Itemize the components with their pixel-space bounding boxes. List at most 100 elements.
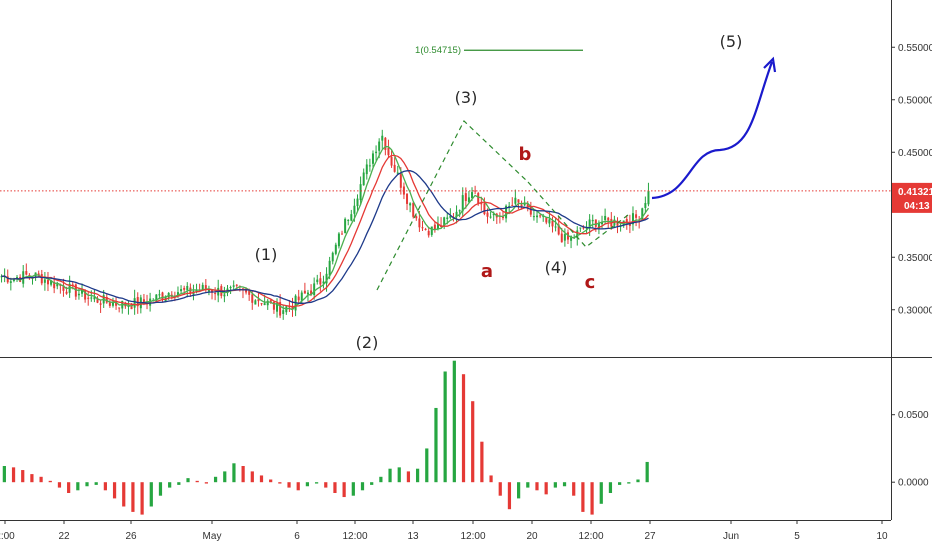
candle-body <box>365 164 368 175</box>
oscillator-bar <box>67 482 71 493</box>
oscillator-bar <box>213 476 218 483</box>
oscillator-bar <box>333 482 337 493</box>
candle-body <box>557 224 560 235</box>
candle-body <box>501 216 504 219</box>
oscillator-bar <box>259 475 264 483</box>
projection-arrow[interactable] <box>651 56 777 200</box>
candle-body <box>257 299 260 302</box>
candle-body <box>430 226 433 235</box>
candle-body <box>644 202 647 208</box>
oscillator-bar <box>489 475 493 483</box>
candle-body <box>359 184 362 201</box>
fib-target[interactable]: 1(0.54715) <box>415 45 583 56</box>
candle-body <box>313 283 316 296</box>
candle-body <box>412 202 415 217</box>
candle-body <box>99 303 102 305</box>
candle-body <box>56 284 59 287</box>
candle-body <box>523 202 526 206</box>
candle-body <box>158 294 161 296</box>
candle-body <box>641 208 644 221</box>
oscillator-bar <box>553 482 557 488</box>
wave-label-3: (3) <box>455 88 478 107</box>
oscillator-axis[interactable]: 0.0500 0.0000 <box>891 410 929 489</box>
candle-body <box>390 157 393 166</box>
candle-body <box>371 153 374 164</box>
candle-body <box>461 195 464 212</box>
candle-body <box>37 273 40 276</box>
moving-average-line-3 <box>1 170 649 304</box>
candle-body <box>532 216 535 218</box>
candle-body <box>467 197 470 203</box>
candle-body <box>449 215 452 218</box>
oscillator-bar <box>168 482 172 488</box>
wave-3-pattern-line[interactable] <box>376 120 529 291</box>
candle-body <box>647 190 650 205</box>
oscillator-bar <box>223 471 227 483</box>
oscillator-bar <box>30 474 34 483</box>
oscillator-bar <box>370 482 374 485</box>
candle-body <box>115 302 118 306</box>
time-axis-label: 20 <box>526 531 538 542</box>
wave-label-1: (1) <box>255 245 278 264</box>
candle-body <box>517 199 520 203</box>
candle-body <box>436 223 439 229</box>
time-axis-label: 12:00 <box>460 531 485 542</box>
time-axis-label: 5 <box>794 531 800 542</box>
candle-body <box>322 281 325 284</box>
oscillator-bar <box>149 482 153 507</box>
last-price-value: 0.41321 <box>898 187 932 198</box>
candle-body <box>40 274 43 284</box>
candle-body <box>399 174 402 188</box>
candle-body <box>375 151 378 154</box>
time-axis[interactable]: 2:00 22 26 May 6 12:00 13 12:00 20 12:00 27 Jun 5 10 <box>0 520 888 542</box>
candle-body <box>551 220 554 227</box>
oscillator-bar <box>599 482 603 504</box>
candle-body <box>16 277 19 279</box>
candle-body <box>6 276 9 283</box>
candle-body <box>554 226 557 228</box>
candle-body <box>446 217 449 219</box>
candle-body <box>331 252 334 262</box>
price-axis-label: 0.30000 <box>898 305 932 316</box>
oscillator-bar <box>526 482 530 488</box>
wave-pattern[interactable] <box>376 120 629 291</box>
candle-body <box>607 217 610 221</box>
oscillator-bar <box>636 479 640 483</box>
last-price-tag[interactable]: 0.41321 04:13 <box>892 182 932 213</box>
oscillator-bar <box>11 467 16 483</box>
candle-body <box>65 291 68 294</box>
candle-body <box>353 205 356 214</box>
oscillator-bar <box>379 476 383 483</box>
oscillator-bar <box>39 476 43 483</box>
projection-path[interactable] <box>651 61 774 200</box>
wave-4-pattern-line[interactable] <box>527 181 629 248</box>
oscillator-bar <box>388 468 392 483</box>
oscillator-bar <box>122 482 126 507</box>
moving-average-line-1 <box>1 145 650 311</box>
candle-body <box>204 285 207 290</box>
candle-body <box>597 222 600 229</box>
candle-body <box>427 230 430 236</box>
candle-body <box>276 302 279 312</box>
time-axis-label: 6 <box>294 531 300 542</box>
oscillator-bar <box>76 482 80 491</box>
candle-body <box>161 292 164 300</box>
oscillator-bar <box>287 482 291 488</box>
candle-body <box>344 218 347 233</box>
price-axis-label: 0.50000 <box>898 95 932 106</box>
time-axis-label: 2:00 <box>0 531 15 542</box>
candle-body <box>381 135 384 141</box>
candle-body <box>368 165 371 167</box>
oscillator-bar <box>452 360 456 483</box>
last-price-badge <box>892 182 932 213</box>
time-axis-label: Jun <box>723 531 739 542</box>
candle-body <box>520 204 523 208</box>
oscillator-bar <box>314 482 319 484</box>
oscillator-bar <box>21 470 25 483</box>
candle-body <box>319 278 322 285</box>
oscillator-bar <box>103 482 107 491</box>
oscillator-bar <box>140 482 144 515</box>
candle-body <box>142 299 145 303</box>
